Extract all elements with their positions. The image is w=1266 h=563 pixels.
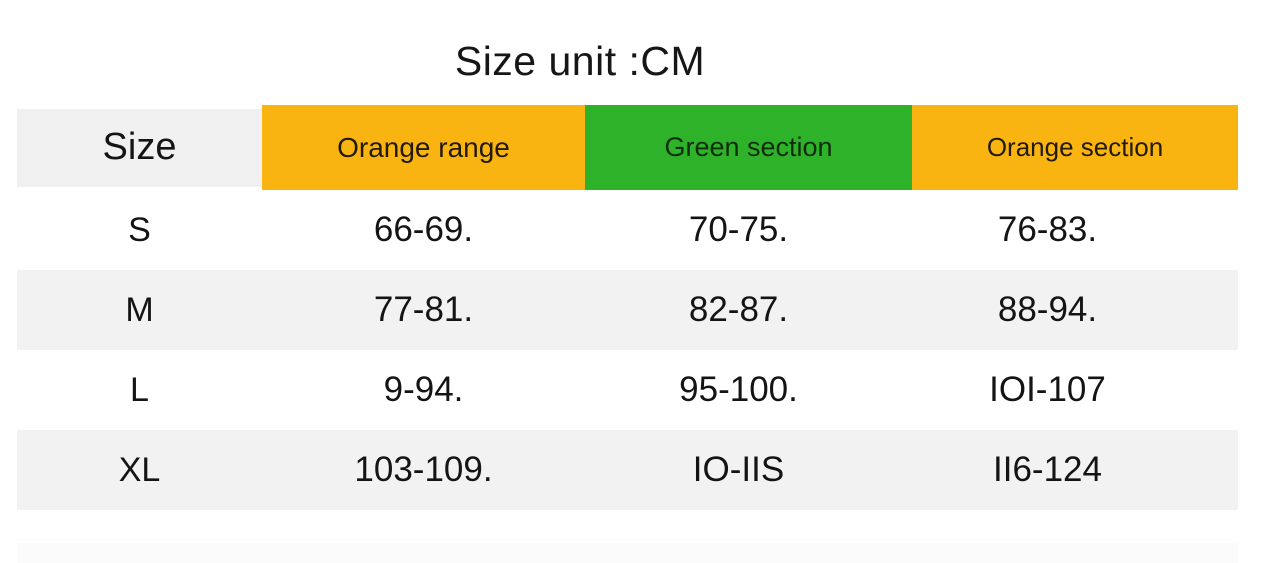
row-xl-green-section: IO-IIS (585, 430, 912, 510)
row-xl-orange-range: 103-109. (262, 430, 585, 510)
row-m-green-section: 82-87. (585, 270, 912, 350)
row-l-green-section: 95-100. (679, 370, 798, 409)
row-m-orange-range: 77-81. (262, 270, 585, 350)
next-row-partial-stripe (17, 543, 1238, 563)
column-header-size: Size (17, 108, 262, 187)
row-s-orange-section: 76-83. (997, 210, 1098, 249)
row-l-orange-section: IOI-107 (989, 370, 1106, 409)
row-l-size: L (130, 370, 149, 409)
row-l-orange-range: 9-94. (383, 370, 464, 409)
size-table: Size Orange range Green section Orange s… (17, 105, 1238, 510)
row-s-orange-range: 66-69. (373, 210, 474, 249)
row-s-green-section: 70-75. (688, 210, 789, 249)
column-header-orange-range: Orange range (262, 105, 585, 190)
row-s-size: S (128, 210, 151, 249)
row-m-size: M (17, 270, 262, 350)
column-header-green-section: Green section (585, 105, 912, 190)
row-xl-size: XL (17, 430, 262, 510)
page-title: Size unit :CM (454, 38, 706, 84)
row-xl-orange-section: II6-124 (912, 430, 1238, 510)
column-header-orange-section: Orange section (912, 105, 1238, 190)
row-m-orange-section: 88-94. (912, 270, 1238, 350)
